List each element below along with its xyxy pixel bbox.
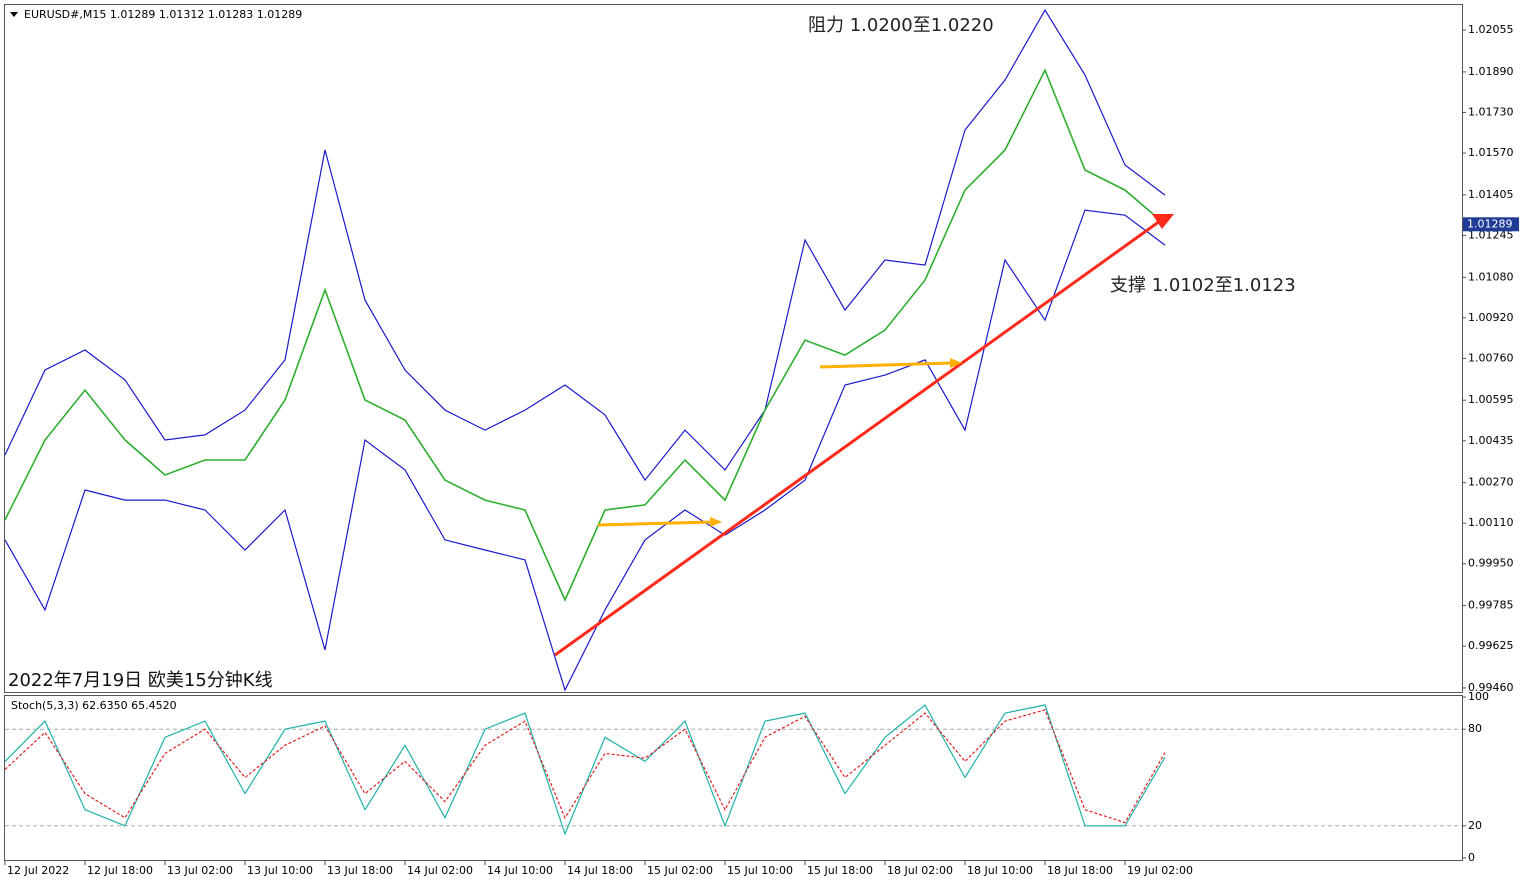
header-icon [10, 12, 18, 17]
series-line [4, 8, 1166, 482]
series-line [4, 68, 1166, 602]
flat-arrow [819, 361, 953, 369]
y-tick-label: 1.00760 [1468, 351, 1514, 364]
main-panel [4, 4, 1463, 693]
x-tick-label: 15 Jul 10:00 [727, 864, 793, 877]
flat-arrow [597, 520, 713, 527]
resistance-note: 阻力 1.0200至1.0220 [808, 15, 994, 36]
x-tick-label: 14 Jul 10:00 [487, 864, 553, 877]
x-tick-label: 18 Jul 10:00 [967, 864, 1033, 877]
series-line [4, 209, 1166, 692]
y-tick-label: 1.01890 [1468, 65, 1514, 78]
y-tick-label: 20 [1468, 819, 1482, 832]
y-tick-label: 1.00595 [1468, 393, 1514, 406]
y-tick-label: 1.00435 [1468, 434, 1514, 447]
y-tick-label: 1.01245 [1468, 228, 1514, 241]
x-tick-label: 13 Jul 18:00 [327, 864, 393, 877]
flat-arrowhead [710, 517, 722, 527]
series-line [4, 709, 1166, 824]
stoch-panel [4, 695, 1463, 861]
y-tick-label: 0.99950 [1468, 557, 1514, 570]
x-tick-label: 12 Jul 2022 [7, 864, 69, 877]
x-tick-label: 13 Jul 10:00 [247, 864, 313, 877]
y-tick-label: 0.99785 [1468, 599, 1514, 612]
x-tick-label: 14 Jul 18:00 [567, 864, 633, 877]
y-tick-label: 1.00270 [1468, 476, 1514, 489]
trend-arrowhead [1152, 214, 1174, 229]
y-tick-label: 1.01405 [1468, 188, 1514, 201]
price-tag-label: 1.01289 [1467, 217, 1513, 230]
y-tick-label: 1.00110 [1468, 516, 1514, 529]
marks: 1.02055 1.01890 1.01730 1.01570 1.01405 1.012… [4, 8, 1519, 877]
caption: 2022年7月19日 欧美15分钟K线 [8, 670, 273, 691]
x-tick-label: 19 Jul 02:00 [1127, 864, 1193, 877]
x-tick-label: 15 Jul 02:00 [647, 864, 713, 877]
y-tick-label: 0.99460 [1468, 681, 1514, 694]
y-tick-label: 0.99625 [1468, 639, 1514, 652]
y-tick-label: 0 [1468, 851, 1475, 864]
y-tick-label: 80 [1468, 722, 1482, 735]
symbol-header: EURUSD#,M15 1.01289 1.01312 1.01283 1.01… [24, 8, 302, 21]
x-tick-label: 12 Jul 18:00 [87, 864, 153, 877]
support-trend-line [554, 219, 1161, 657]
x-tick-label: 18 Jul 02:00 [887, 864, 953, 877]
y-tick-label: 1.01080 [1468, 270, 1514, 283]
y-tick-label: 100 [1468, 690, 1489, 703]
y-tick-label: 1.02055 [1468, 23, 1514, 36]
y-tick-label: 1.01570 [1468, 146, 1514, 159]
y-tick-label: 1.01730 [1468, 105, 1514, 118]
y-tick-label: 1.00920 [1468, 311, 1514, 324]
x-tick-label: 18 Jul 18:00 [1047, 864, 1113, 877]
price-tag [1463, 217, 1519, 232]
x-tick-label: 14 Jul 02:00 [407, 864, 473, 877]
caption-box [5, 668, 307, 692]
support-note: 支撑 1.0102至1.0123 [1110, 275, 1296, 296]
stoch-header: Stoch(5,3,3) 62.6350 65.4520 [11, 699, 177, 712]
flat-arrowhead [950, 358, 962, 368]
x-tick-label: 13 Jul 02:00 [167, 864, 233, 877]
x-tick-label: 15 Jul 18:00 [807, 864, 873, 877]
